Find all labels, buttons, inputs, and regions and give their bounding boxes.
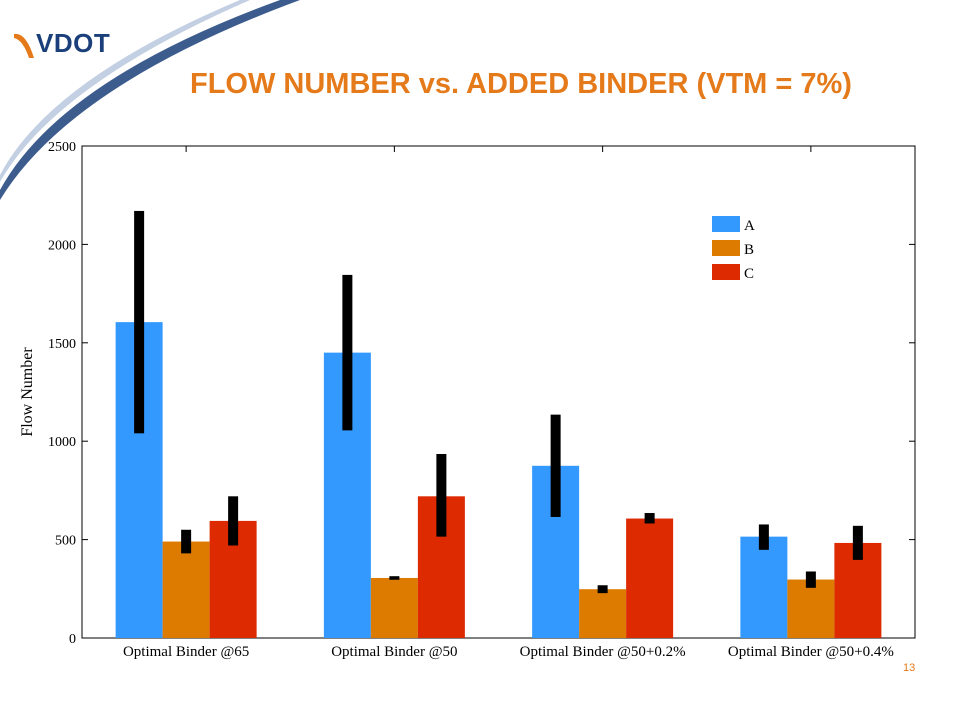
- error-bar-A: [342, 274, 353, 431]
- slide-title: FLOW NUMBER vs. ADDED BINDER (VTM = 7%): [190, 68, 852, 100]
- error-bar-C: [644, 513, 655, 524]
- error-bar-B: [805, 571, 816, 588]
- bar-B: [370, 577, 418, 638]
- bar-A: [740, 536, 788, 638]
- error-bar-A: [758, 524, 769, 550]
- y-tick-label: 500: [55, 534, 76, 549]
- y-tick-label: 2000: [48, 238, 76, 253]
- y-tick-label: 0: [69, 632, 76, 647]
- vdot-logo-mark: [14, 33, 34, 58]
- y-axis-label: Flow Number: [19, 347, 36, 437]
- error-bar-B: [389, 576, 400, 580]
- x-tick-label: Optimal Binder @50+0.4%: [728, 644, 894, 660]
- legend-swatch-C: [712, 264, 740, 280]
- error-bar-B: [181, 529, 192, 554]
- legend-label-C: C: [744, 266, 754, 282]
- error-bar-A: [134, 210, 145, 434]
- bar-B: [579, 589, 627, 638]
- error-bar-C: [436, 453, 447, 537]
- x-tick-label: Optimal Binder @50: [331, 644, 457, 660]
- plot-frame: [81, 145, 916, 639]
- page-number: 13: [903, 662, 916, 674]
- error-bar-B: [597, 585, 608, 594]
- bar-B: [162, 541, 210, 638]
- bar-B: [787, 579, 835, 638]
- x-tick-label: Optimal Binder @50+0.2%: [520, 644, 686, 660]
- vdot-logo: VDOT: [36, 28, 111, 58]
- error-bar-C: [852, 525, 863, 560]
- legend-label-B: B: [744, 242, 754, 258]
- error-bar-A: [550, 414, 561, 517]
- y-tick-label: 1500: [48, 337, 76, 352]
- legend-swatch-B: [712, 240, 740, 256]
- y-tick-label: 1000: [48, 435, 76, 450]
- error-bar-C: [228, 496, 239, 546]
- bar-C: [626, 518, 674, 638]
- y-tick-label: 2500: [48, 140, 76, 155]
- legend-label-A: A: [744, 218, 755, 234]
- x-tick-label: Optimal Binder @65: [123, 644, 249, 660]
- legend-swatch-A: [712, 216, 740, 232]
